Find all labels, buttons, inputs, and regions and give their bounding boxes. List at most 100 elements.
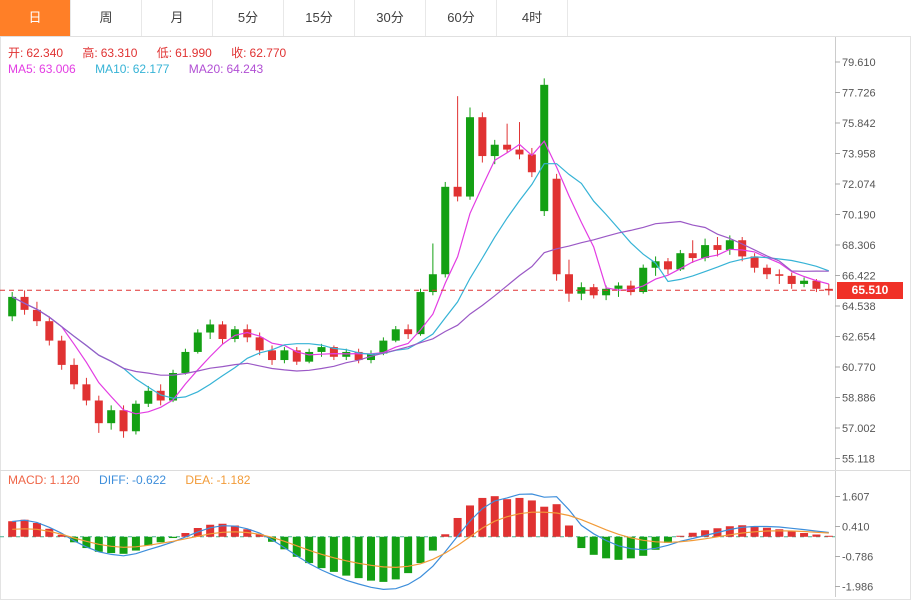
candle-body [428, 274, 437, 293]
candle-body [465, 117, 474, 197]
macd-bar [218, 523, 227, 537]
ma20-readout: MA20: 64.243 [189, 62, 263, 76]
tab-60min[interactable]: 60分 [426, 0, 497, 36]
candle-body [57, 340, 66, 365]
candle-body [305, 351, 314, 362]
tab-5min[interactable]: 5分 [213, 0, 284, 36]
candle-body [292, 350, 301, 362]
close-readout: 收: 62.770 [231, 46, 286, 60]
dea-value-readout: DEA: -1.182 [185, 473, 250, 487]
macd-bar [206, 524, 215, 537]
macd-bar [354, 536, 363, 579]
tab-30min[interactable]: 30分 [355, 0, 426, 36]
ma20-line [11, 220, 829, 376]
macd-bar [292, 536, 301, 557]
candle-body [329, 347, 338, 357]
candle-body [787, 275, 796, 284]
macd-bar [230, 525, 239, 537]
tab-15min[interactable]: 15分 [284, 0, 355, 36]
candle-body [280, 350, 289, 361]
price-axis-label: 58.886 [842, 393, 876, 405]
candle-body [564, 274, 573, 294]
candle-body [552, 178, 561, 275]
candle-body [750, 256, 759, 268]
candle-body [453, 186, 462, 197]
candle-body [354, 351, 363, 361]
price-axis-label: 68.306 [842, 240, 876, 252]
macd-bar [614, 536, 623, 560]
candle-body [478, 117, 487, 157]
ma5-value: 63.006 [39, 62, 76, 76]
macd-bar [626, 536, 635, 559]
low-readout: 低: 61.990 [157, 46, 212, 60]
macd-bar [812, 534, 821, 537]
macd-bar [725, 526, 734, 537]
candle-body [527, 154, 536, 173]
tab-4hour[interactable]: 4时 [497, 0, 568, 36]
price-axis-label: 57.002 [842, 423, 876, 435]
candle-body [131, 403, 140, 432]
close-label: 收: [231, 46, 247, 60]
candle-body [317, 347, 326, 352]
candle-body [255, 337, 264, 351]
macd-label: MACD: [8, 473, 47, 487]
candle-body [82, 384, 91, 401]
macd-bar [540, 506, 549, 537]
price-axis-label: 55.118 [842, 454, 875, 466]
ma10-line [11, 163, 830, 399]
candle-body [725, 240, 734, 250]
ma10-value: 62.177 [132, 62, 170, 76]
diff-value: -0.622 [132, 473, 167, 487]
tab-day[interactable]: 日 [0, 0, 71, 36]
candle-body [713, 245, 722, 250]
candle-body [589, 287, 598, 296]
macd-bar [131, 536, 140, 551]
close-value: 62.770 [249, 46, 287, 60]
price-axis-label: 79.610 [842, 57, 876, 69]
macd-bar [181, 533, 190, 537]
candle-body [738, 240, 747, 257]
candle-body [230, 329, 239, 339]
macd-axis-label: -0.786 [842, 552, 873, 564]
macd-bar [8, 521, 17, 537]
candle-body [602, 288, 611, 296]
last-price-badge: 65.510 [837, 282, 903, 299]
candle-body [94, 400, 103, 424]
price-axis-label: 60.770 [842, 362, 876, 374]
ma5-readout: MA5: 63.006 [8, 62, 76, 76]
macd-bar [552, 504, 561, 537]
candle-body [824, 288, 833, 291]
macd-bar [57, 534, 66, 537]
macd-bar [45, 528, 54, 537]
price-axis-label: 64.538 [842, 301, 876, 313]
macd-bar [527, 500, 536, 537]
high-label: 高: [82, 46, 98, 60]
tab-month[interactable]: 月 [142, 0, 213, 36]
candle-body [701, 245, 710, 259]
dea-label: DEA: [185, 473, 214, 487]
ma10-label: MA10: [95, 62, 130, 76]
candle-body [416, 292, 425, 335]
candle-body [268, 350, 277, 361]
macd-bar [428, 536, 437, 551]
macd-bar [280, 536, 289, 550]
macd-bar [379, 536, 388, 582]
macd-bar [639, 536, 648, 556]
candle-body [156, 390, 165, 401]
macd-bar [490, 496, 499, 537]
candle-body [762, 267, 771, 275]
tab-week[interactable]: 周 [71, 0, 142, 36]
candle-body [243, 329, 252, 338]
candle-body [169, 372, 178, 401]
candle-body [651, 261, 660, 268]
macd-bar [169, 536, 178, 539]
macd-bar [82, 536, 91, 549]
candle-body [676, 253, 685, 270]
candle-body [193, 332, 202, 352]
macd-axis-label: 1.607 [842, 492, 870, 504]
price-axis-label: 77.726 [842, 88, 876, 100]
low-value: 61.990 [175, 46, 212, 60]
ma5-line [11, 140, 829, 415]
